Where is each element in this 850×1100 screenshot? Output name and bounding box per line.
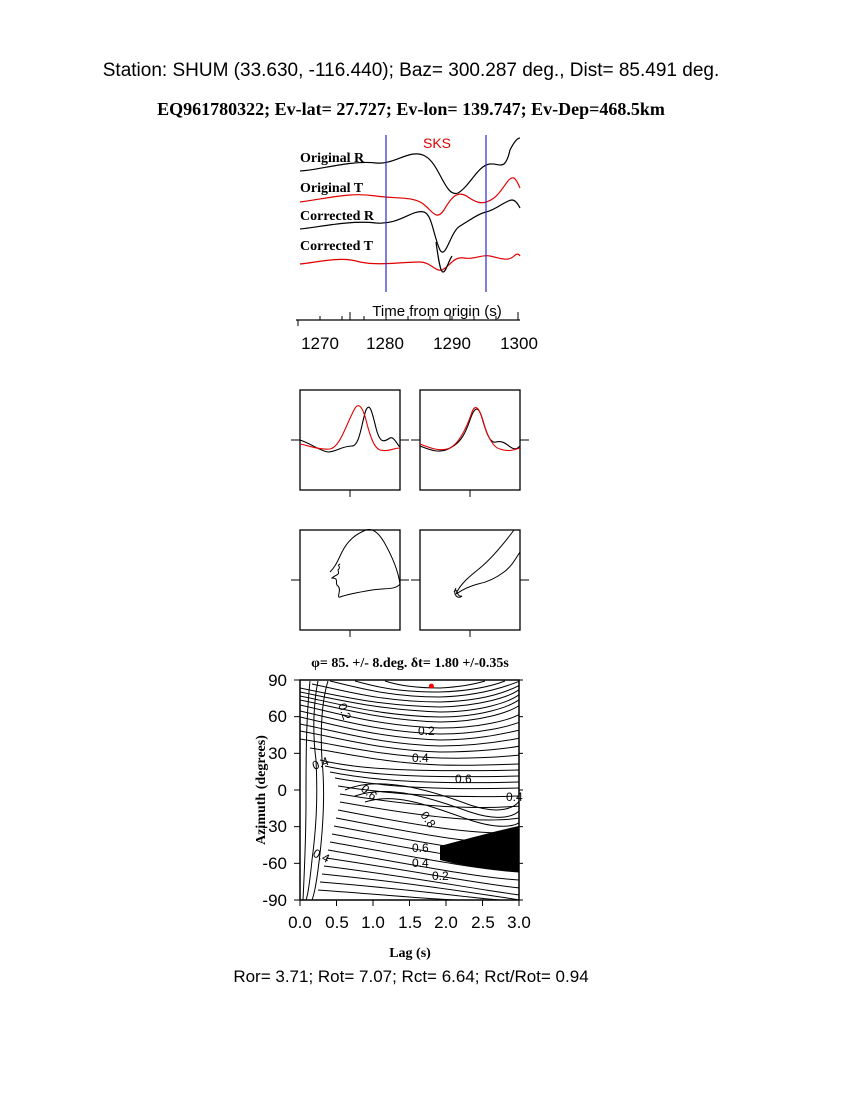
contour-label-10: 0.2 — [432, 869, 449, 883]
contour-dense-region — [440, 826, 519, 872]
trace-corrected-r-dip — [435, 241, 453, 273]
trace-original-t — [299, 177, 521, 216]
x-tick-0.5: 0.5 — [325, 913, 349, 932]
trace-label-corrected-t: Corrected T — [300, 239, 374, 254]
trace-original-r — [299, 137, 521, 194]
time-tick-1270: 1270 — [301, 334, 339, 353]
y-tick-neg90: -90 — [262, 891, 287, 910]
contour-title: φ= 85. +/- 8.deg. δt= 1.80 +/-0.35s — [311, 656, 509, 671]
contour-lines — [300, 680, 519, 900]
contour-label-11: 0.4 — [311, 846, 332, 866]
best-fit-marker — [428, 683, 434, 689]
trace-corrected-t — [299, 253, 521, 271]
contour-label-5: 0.4 — [506, 790, 523, 804]
contour-label-2: 0.4 — [412, 751, 429, 765]
trace-label-original-r: Original R — [300, 151, 365, 166]
seismogram-panel: SKS Original R Original T Corrected R Co… — [296, 135, 538, 353]
x-tick-1.0: 1.0 — [361, 913, 385, 932]
x-axis-label: Lag (s) — [389, 946, 431, 961]
contour-label-1: 0.2 — [418, 724, 435, 738]
y-tick-neg30: -30 — [262, 817, 287, 836]
contour-plot: φ= 85. +/- 8.deg. δt= 1.80 +/-0.35s — [254, 656, 531, 961]
phase-label: SKS — [423, 135, 451, 151]
trace-label-corrected-r: Corrected R — [300, 209, 375, 224]
particle-motion-box-original — [291, 529, 409, 637]
trace-label-original-t: Original T — [300, 181, 364, 196]
contour-label-4: 0.6 — [455, 772, 472, 786]
station-info: Station: SHUM (33.630, -116.440); Baz= 3… — [103, 60, 720, 81]
time-tick-1300: 1300 — [500, 334, 538, 353]
y-tick-30: 30 — [268, 744, 287, 763]
contour-label-8: 0.6 — [412, 841, 429, 855]
waveform-box-corrected — [411, 389, 529, 497]
y-tick-60: 60 — [268, 707, 287, 726]
y-tick-0: 0 — [278, 781, 287, 800]
x-tick-2.5: 2.5 — [471, 913, 495, 932]
contour-label-3: 0.4 — [310, 754, 331, 773]
time-axis-label: Time from origin (s) — [372, 303, 501, 320]
x-tick-1.5: 1.5 — [398, 913, 422, 932]
time-axis-ticks — [297, 312, 519, 326]
contour-label-0: 0.2 — [335, 701, 354, 722]
y-axis-label: Azimuth (degrees) — [254, 735, 269, 845]
particle-motion-box-corrected — [411, 529, 529, 637]
y-tick-90: 90 — [268, 671, 287, 690]
contour-label-9: 0.4 — [412, 856, 429, 870]
event-info: EQ961780322; Ev-lat= 27.727; Ev-lon= 139… — [157, 99, 665, 119]
splitting-ratios: Ror= 3.71; Rot= 7.07; Rct= 6.64; Rct/Rot… — [233, 967, 588, 986]
y-tick-neg60: -60 — [262, 854, 287, 873]
time-tick-1280: 1280 — [366, 334, 404, 353]
contour-axis-ticks — [294, 679, 523, 906]
trace-corrected-r — [299, 199, 521, 253]
x-tick-2.0: 2.0 — [434, 913, 458, 932]
x-tick-3.0: 3.0 — [507, 913, 531, 932]
time-tick-1290: 1290 — [433, 334, 471, 353]
waveform-box-original — [291, 389, 409, 497]
x-tick-0: 0.0 — [288, 913, 312, 932]
